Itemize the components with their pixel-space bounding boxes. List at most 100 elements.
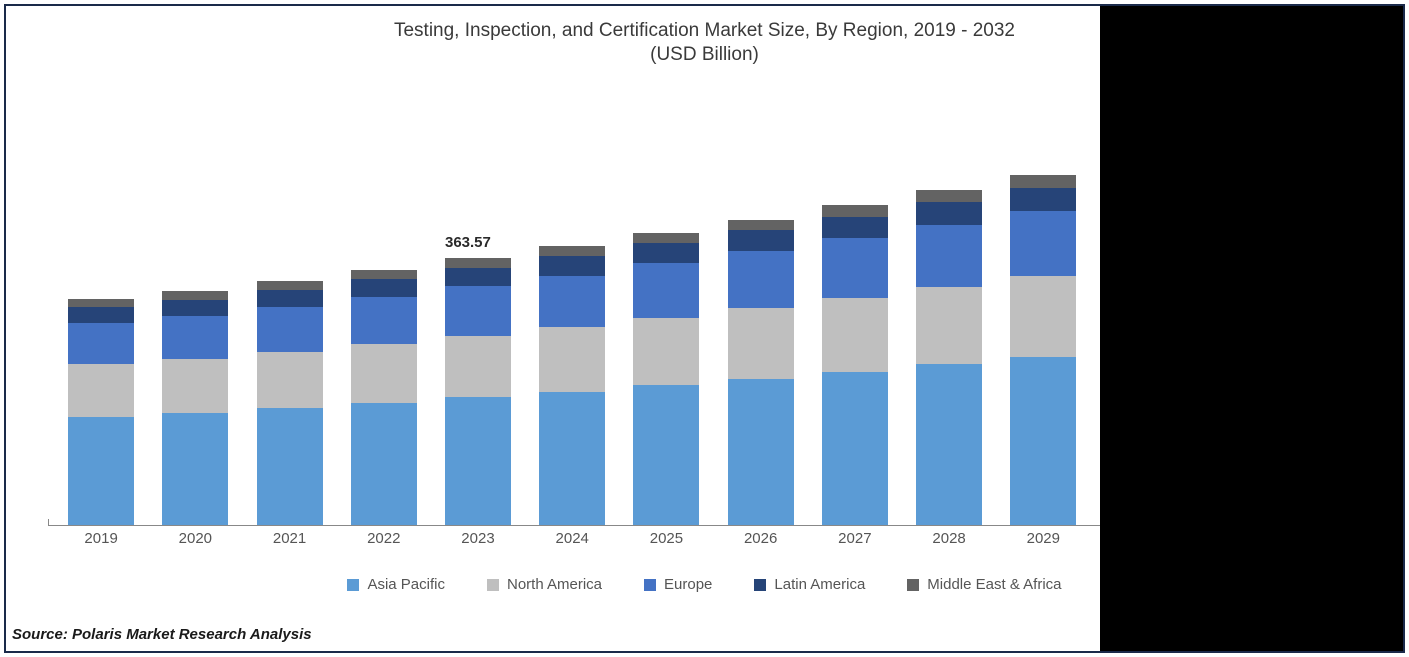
bar-segment bbox=[633, 263, 699, 317]
bar-segment bbox=[633, 318, 699, 385]
bar-segment bbox=[539, 392, 605, 525]
source-attribution: Source: Polaris Market Research Analysis bbox=[12, 626, 312, 643]
stacked-bar: 363.57 bbox=[445, 258, 511, 525]
x-tick-label: 2028 bbox=[902, 530, 996, 547]
bar-segment bbox=[1010, 276, 1076, 357]
x-tick-label: 2029 bbox=[996, 530, 1090, 547]
stacked-bar bbox=[68, 299, 134, 525]
bar-slot bbox=[996, 175, 1090, 525]
bar-segment bbox=[822, 217, 888, 239]
bar-segment bbox=[68, 323, 134, 365]
bar-segment bbox=[445, 397, 511, 525]
bar-segment bbox=[916, 225, 982, 287]
bar-segment bbox=[445, 268, 511, 287]
legend-label: Asia Pacific bbox=[367, 576, 445, 593]
stacked-bar bbox=[351, 270, 417, 525]
stacked-bar bbox=[257, 281, 323, 525]
legend-label: Middle East & Africa bbox=[927, 576, 1061, 593]
bar-segment bbox=[539, 246, 605, 256]
bar-segment bbox=[257, 352, 323, 408]
bar-segment bbox=[351, 279, 417, 297]
bar-segment bbox=[728, 308, 794, 379]
bar-segment bbox=[68, 299, 134, 308]
stacked-bar bbox=[728, 220, 794, 525]
bar-segment bbox=[445, 336, 511, 398]
stacked-bar bbox=[633, 233, 699, 525]
bar-segment bbox=[728, 379, 794, 525]
x-tick-label: 2027 bbox=[808, 530, 902, 547]
bar-segment bbox=[633, 233, 699, 244]
bar-segment bbox=[916, 202, 982, 225]
bar-slot: 363.57 bbox=[431, 258, 525, 525]
x-tick-label: 2020 bbox=[148, 530, 242, 547]
bar-segment bbox=[633, 385, 699, 525]
bar-segment bbox=[1010, 211, 1076, 276]
stacked-bar bbox=[916, 190, 982, 525]
legend-swatch bbox=[347, 579, 359, 591]
legend-swatch bbox=[487, 579, 499, 591]
bar-segment bbox=[1010, 357, 1076, 525]
bar-segment bbox=[162, 359, 228, 413]
legend-swatch bbox=[644, 579, 656, 591]
bar-segment bbox=[351, 270, 417, 279]
bar-segment bbox=[539, 256, 605, 275]
bar-segment bbox=[916, 190, 982, 202]
bar-value-label: 363.57 bbox=[445, 234, 491, 251]
bar-segment bbox=[728, 220, 794, 231]
bar-segment bbox=[1010, 175, 1076, 187]
legend-item: Europe bbox=[644, 576, 712, 593]
bar-segment bbox=[633, 243, 699, 263]
bar-segment bbox=[916, 287, 982, 364]
bar-segment bbox=[351, 344, 417, 403]
bar-slot bbox=[714, 220, 808, 525]
x-tick-label: 2019 bbox=[54, 530, 148, 547]
legend-label: Europe bbox=[664, 576, 712, 593]
bar-segment bbox=[445, 286, 511, 335]
legend-label: Latin America bbox=[774, 576, 865, 593]
bar-segment bbox=[539, 276, 605, 328]
bar-slot bbox=[54, 299, 148, 525]
bar-segment bbox=[68, 364, 134, 416]
bar-segment bbox=[257, 408, 323, 525]
legend-swatch bbox=[907, 579, 919, 591]
bar-segment bbox=[162, 300, 228, 316]
stacked-bar bbox=[162, 291, 228, 525]
right-overlay-panel bbox=[1100, 6, 1403, 651]
stacked-bar bbox=[539, 246, 605, 525]
legend-item: North America bbox=[487, 576, 602, 593]
bar-slot bbox=[619, 233, 713, 525]
x-tick-label: 2026 bbox=[714, 530, 808, 547]
bar-segment bbox=[162, 291, 228, 300]
bar-segment bbox=[257, 290, 323, 307]
legend-label: North America bbox=[507, 576, 602, 593]
bar-segment bbox=[822, 238, 888, 297]
x-tick-label: 2025 bbox=[619, 530, 713, 547]
legend-item: Latin America bbox=[754, 576, 865, 593]
bar-segment bbox=[351, 403, 417, 525]
legend-item: Middle East & Africa bbox=[907, 576, 1061, 593]
bar-slot bbox=[525, 246, 619, 525]
bar-segment bbox=[822, 205, 888, 216]
bar-segment bbox=[257, 307, 323, 352]
x-tick-label: 2021 bbox=[242, 530, 336, 547]
stacked-bar bbox=[822, 205, 888, 525]
bar-segment bbox=[728, 251, 794, 308]
bar-segment bbox=[728, 230, 794, 251]
bar-segment bbox=[822, 372, 888, 525]
bar-slot bbox=[242, 281, 336, 525]
bar-segment bbox=[68, 307, 134, 323]
x-tick-label: 2023 bbox=[431, 530, 525, 547]
legend-item: Asia Pacific bbox=[347, 576, 445, 593]
bar-segment bbox=[162, 316, 228, 359]
bar-slot bbox=[902, 190, 996, 525]
bar-segment bbox=[539, 327, 605, 392]
bar-slot bbox=[148, 291, 242, 525]
bar-segment bbox=[162, 413, 228, 525]
bar-segment bbox=[916, 364, 982, 525]
bar-segment bbox=[68, 417, 134, 525]
bar-segment bbox=[351, 297, 417, 344]
bar-segment bbox=[1010, 188, 1076, 212]
x-tick-label: 2024 bbox=[525, 530, 619, 547]
x-tick-label: 2022 bbox=[337, 530, 431, 547]
legend-swatch bbox=[754, 579, 766, 591]
